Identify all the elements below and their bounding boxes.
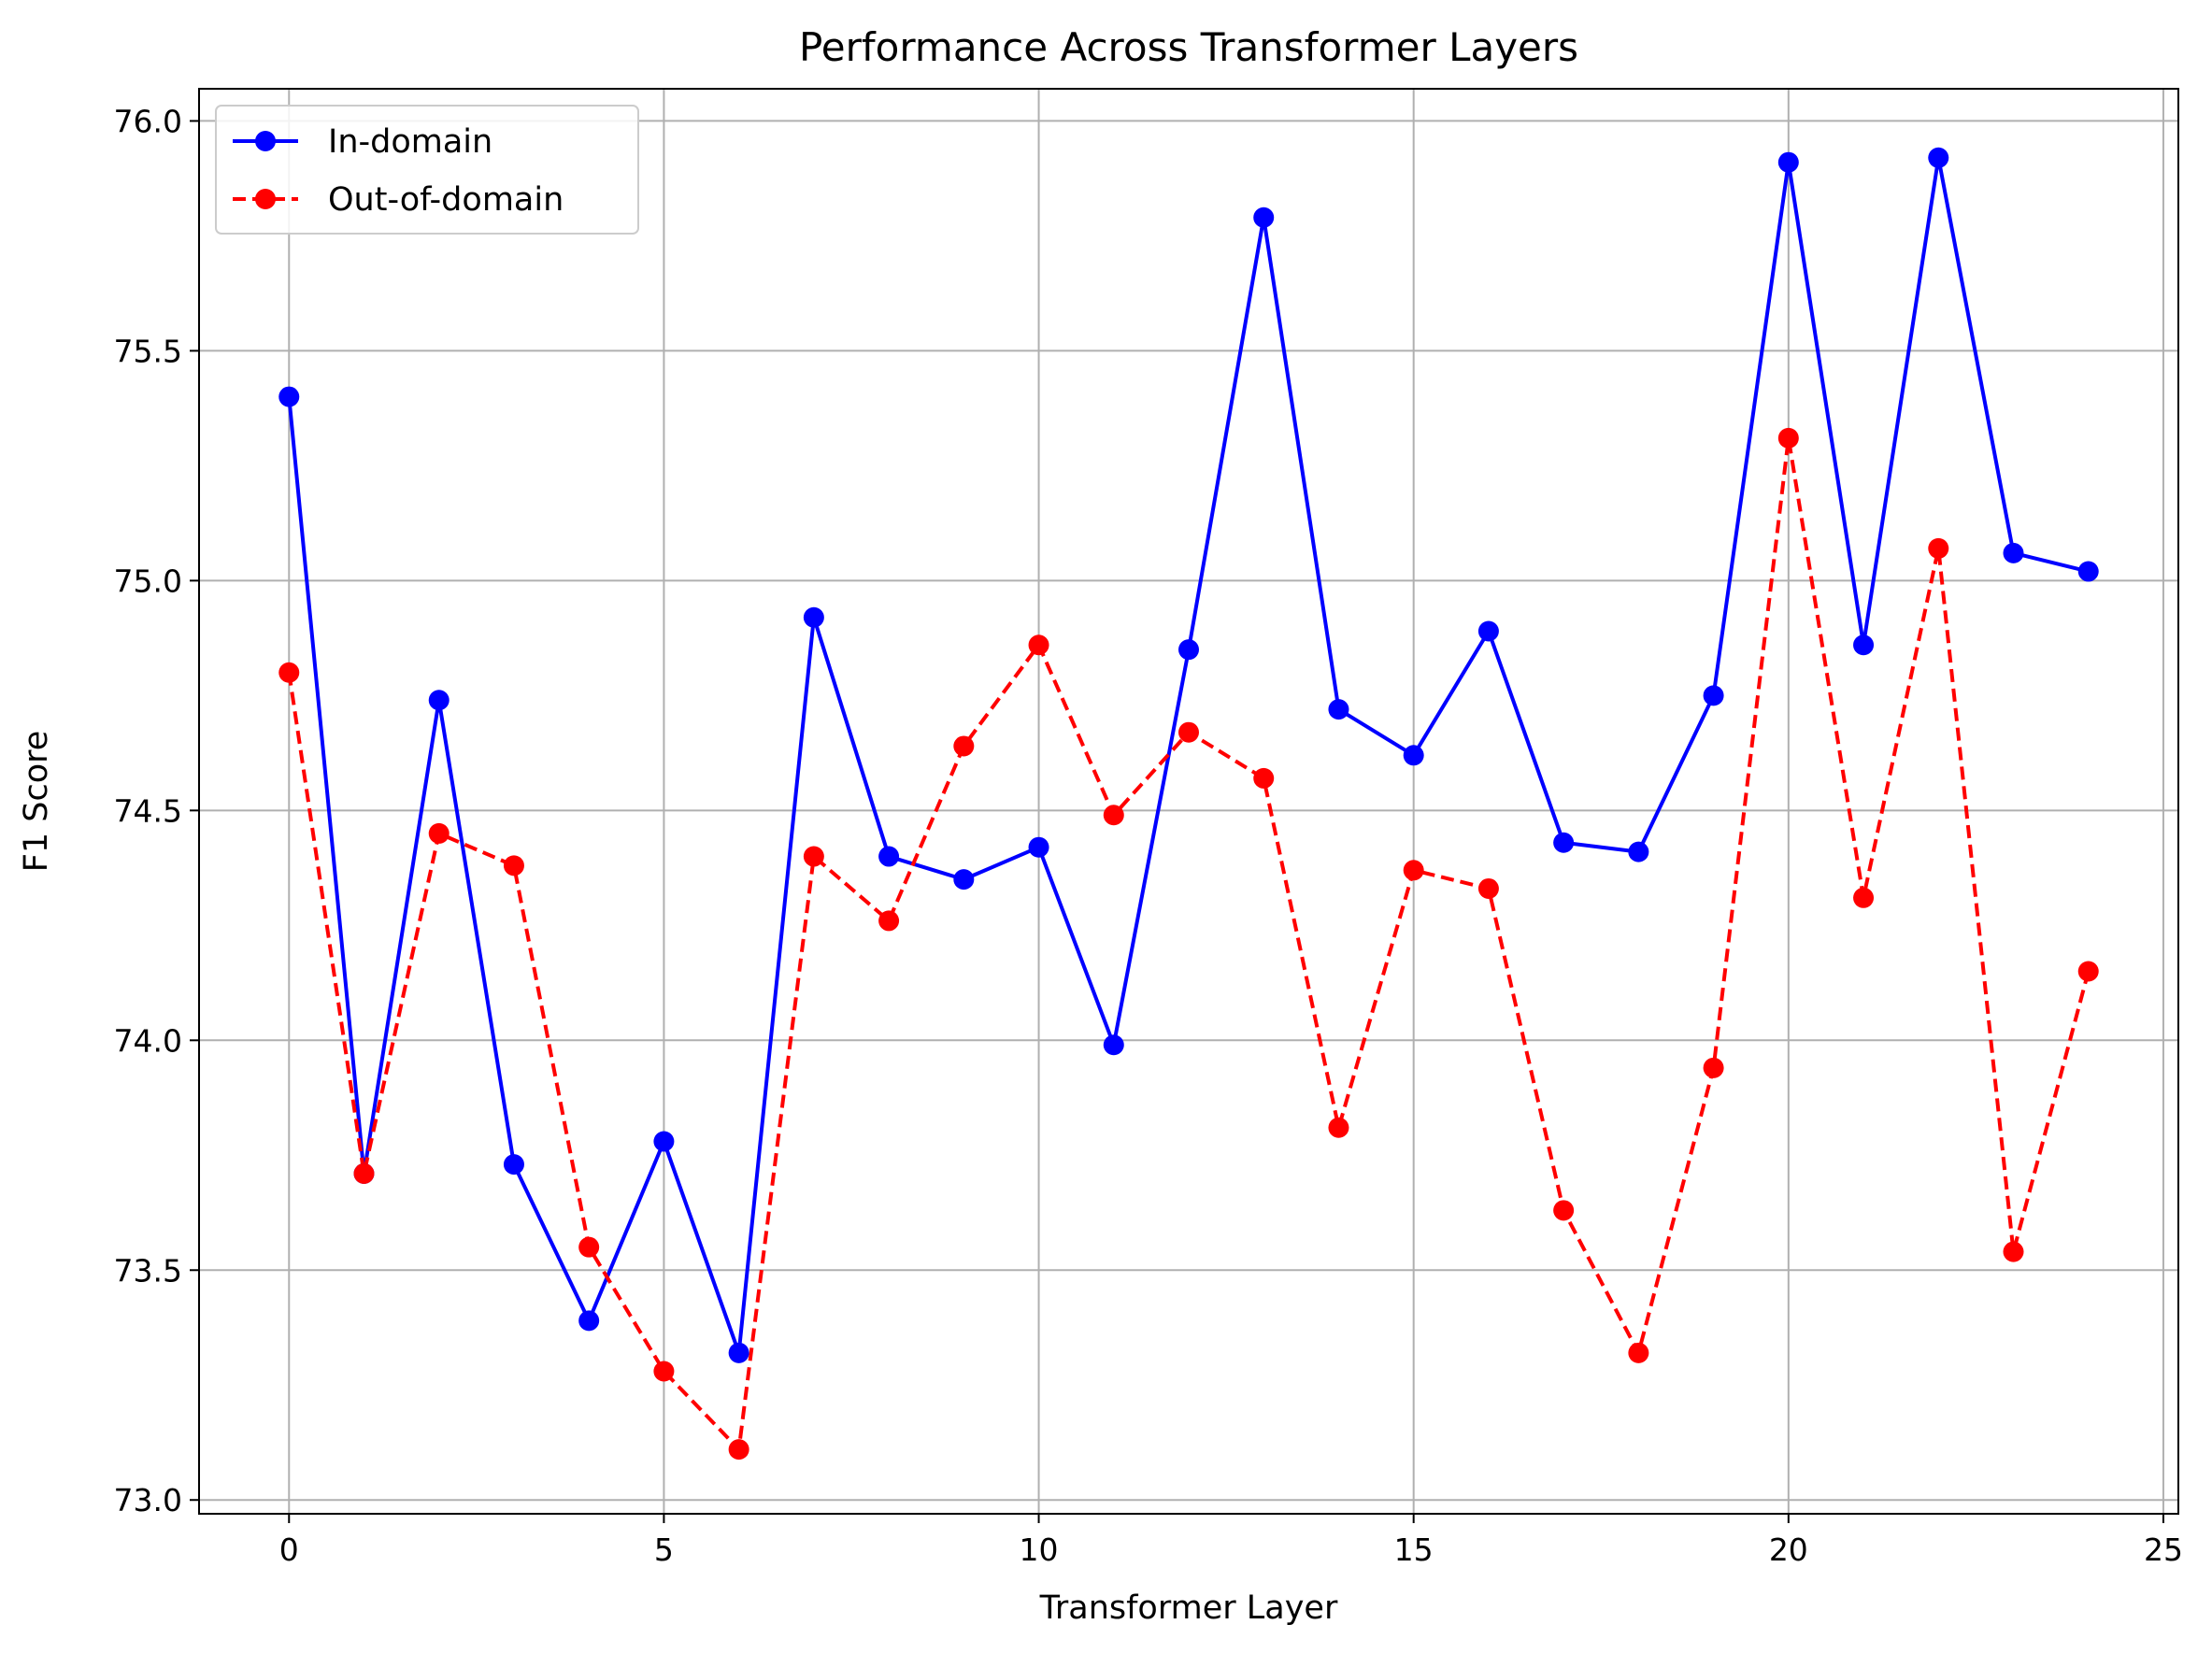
- data-point-in-domain: [1553, 832, 1575, 853]
- data-point-out-of-domain: [1628, 1342, 1649, 1363]
- chart-title: Performance Across Transformer Layers: [799, 24, 1578, 70]
- data-point-out-of-domain: [1103, 805, 1124, 826]
- data-point-out-of-domain: [2003, 1241, 2024, 1262]
- data-point-out-of-domain: [353, 1162, 375, 1184]
- data-point-out-of-domain: [1703, 1057, 1724, 1078]
- data-point-out-of-domain: [1777, 427, 1799, 449]
- data-point-out-of-domain: [503, 855, 524, 876]
- y-tick-label: 75.0: [114, 563, 182, 599]
- data-point-out-of-domain: [1028, 634, 1049, 656]
- data-point-in-domain: [1703, 685, 1724, 706]
- data-point-in-domain: [653, 1131, 675, 1152]
- legend-label-in-domain: In-domain: [328, 123, 492, 161]
- x-tick-label: 10: [1020, 1532, 1059, 1568]
- legend: In-domain Out-of-domain: [215, 105, 639, 235]
- data-point-in-domain: [1853, 634, 1875, 656]
- y-axis-label: F1 Score: [18, 731, 55, 873]
- data-point-in-domain: [1628, 841, 1649, 862]
- data-point-in-domain: [1178, 639, 1199, 661]
- data-point-in-domain: [728, 1342, 749, 1363]
- legend-marker-out-of-domain: [255, 189, 276, 209]
- x-tick-label: 5: [654, 1532, 674, 1568]
- data-point-out-of-domain: [653, 1361, 675, 1382]
- data-point-in-domain: [878, 846, 900, 867]
- data-point-in-domain: [278, 386, 300, 407]
- data-point-out-of-domain: [1403, 860, 1424, 881]
- data-point-in-domain: [1928, 147, 1949, 168]
- data-point-out-of-domain: [803, 846, 824, 867]
- x-axis-label: Transformer Layer: [1039, 1589, 1338, 1627]
- data-point-in-domain: [803, 606, 824, 628]
- y-tick-label: 74.5: [114, 792, 182, 829]
- data-point-in-domain: [428, 690, 450, 711]
- data-point-in-domain: [953, 869, 975, 891]
- data-point-out-of-domain: [728, 1439, 749, 1461]
- data-point-out-of-domain: [878, 910, 900, 932]
- data-point-in-domain: [578, 1310, 600, 1332]
- plot-frame: [198, 88, 2179, 1515]
- data-point-in-domain: [1253, 207, 1275, 228]
- data-point-in-domain: [1103, 1034, 1124, 1056]
- data-point-out-of-domain: [953, 735, 975, 757]
- data-point-out-of-domain: [278, 662, 300, 683]
- y-tick-label: 73.0: [114, 1482, 182, 1518]
- legend-box: [215, 105, 639, 235]
- data-point-in-domain: [2077, 561, 2099, 582]
- data-point-out-of-domain: [1253, 767, 1275, 789]
- legend-marker-in-domain: [255, 131, 276, 151]
- data-point-out-of-domain: [1178, 721, 1199, 743]
- y-tick-label: 74.0: [114, 1022, 182, 1059]
- data-point-out-of-domain: [1928, 537, 1949, 559]
- data-point-in-domain: [1403, 745, 1424, 766]
- data-point-out-of-domain: [1328, 1117, 1349, 1138]
- y-tick-label: 73.5: [114, 1252, 182, 1289]
- x-tick-label: 25: [2144, 1532, 2183, 1568]
- data-point-in-domain: [1028, 836, 1049, 858]
- x-tick-label: 15: [1394, 1532, 1434, 1568]
- series-layer: [278, 147, 2099, 1461]
- data-point-in-domain: [1777, 151, 1799, 173]
- y-tick-label: 76.0: [114, 103, 182, 139]
- data-point-out-of-domain: [1853, 887, 1875, 908]
- y-tick-label: 75.5: [114, 333, 182, 369]
- data-point-out-of-domain: [1477, 877, 1499, 899]
- data-point-out-of-domain: [578, 1236, 600, 1258]
- legend-label-out-of-domain: Out-of-domain: [328, 181, 564, 219]
- data-point-out-of-domain: [1553, 1200, 1575, 1221]
- data-point-in-domain: [503, 1154, 524, 1176]
- data-point-in-domain: [1477, 620, 1499, 642]
- x-tick-label: 20: [1769, 1532, 1808, 1568]
- ticks: 0 5 10 15 20 25 73.0 73.5 74.0 74.5 75.0 75.5 76.0: [114, 103, 2183, 1568]
- data-point-in-domain: [1328, 699, 1349, 720]
- data-point-out-of-domain: [428, 822, 450, 844]
- data-point-out-of-domain: [2077, 961, 2099, 982]
- data-point-in-domain: [2003, 542, 2024, 563]
- x-tick-label: 0: [279, 1532, 299, 1568]
